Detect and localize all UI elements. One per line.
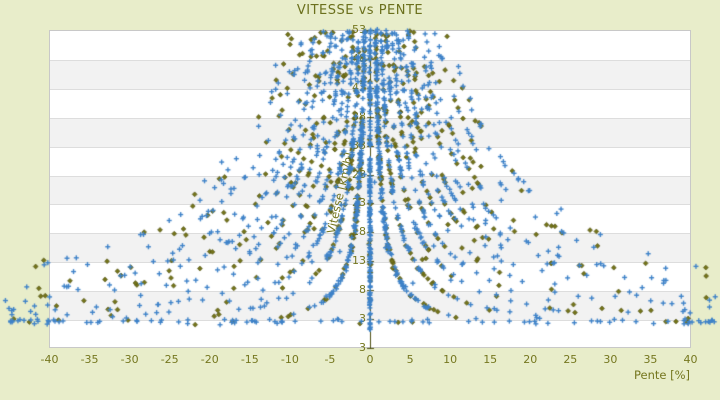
y-tick-label: 18 xyxy=(352,225,366,239)
plot-band-white xyxy=(50,262,690,291)
x-tick-label: -15 xyxy=(240,353,259,366)
plot-band-gray xyxy=(50,233,690,263)
x-tick-label: 40 xyxy=(683,353,698,366)
x-tick-label: 5 xyxy=(406,353,414,366)
plot-band-white xyxy=(50,31,690,60)
x-tick-label: 30 xyxy=(603,353,618,366)
x-tick-label: -40 xyxy=(40,353,59,366)
plot-band-gray xyxy=(50,117,690,147)
x-tick-label: 15 xyxy=(483,353,498,366)
plot-band-white xyxy=(50,146,690,176)
y-tick-label: 33 xyxy=(352,138,366,152)
y-tick-label: 43 xyxy=(352,80,366,94)
y-tick-label: 23 xyxy=(352,196,366,210)
x-tick-label: -10 xyxy=(280,353,299,366)
plot-band-white xyxy=(50,320,690,349)
y-tick-label: 53 xyxy=(352,23,366,36)
x-tick-label: -25 xyxy=(160,353,179,366)
plot-band-gray xyxy=(50,291,690,321)
plot-band-white xyxy=(50,204,690,233)
chart-title: VITESSE vs PENTE xyxy=(296,3,424,18)
y-tick-label: 3 xyxy=(359,312,366,326)
x-tick-label: -5 xyxy=(324,353,336,366)
x-tick-label: 0 xyxy=(366,353,374,366)
y-tick-label: 48 xyxy=(352,51,366,65)
y-tick-label: 8 xyxy=(359,283,366,297)
plot-band-gray xyxy=(50,175,690,205)
x-tick-label: 20 xyxy=(523,353,538,366)
x-tick-label: 25 xyxy=(563,353,578,366)
x-axis-title: Pente [%] xyxy=(633,368,690,382)
plot-band-white xyxy=(50,88,690,118)
plot-band-gray xyxy=(50,59,690,89)
x-tick-label: -35 xyxy=(80,353,99,366)
x-tick-label: 10 xyxy=(443,353,458,366)
y-tick-label: 28 xyxy=(352,167,366,181)
x-tick-label: -20 xyxy=(200,353,219,366)
y-tick-label: 38 xyxy=(352,109,366,123)
x-tick-label: 35 xyxy=(643,353,658,366)
y-tick-label: 13 xyxy=(352,254,366,268)
x-tick-label: -30 xyxy=(120,353,139,366)
y-axis-end-label: 3 xyxy=(359,341,366,354)
plot-area xyxy=(49,30,691,348)
